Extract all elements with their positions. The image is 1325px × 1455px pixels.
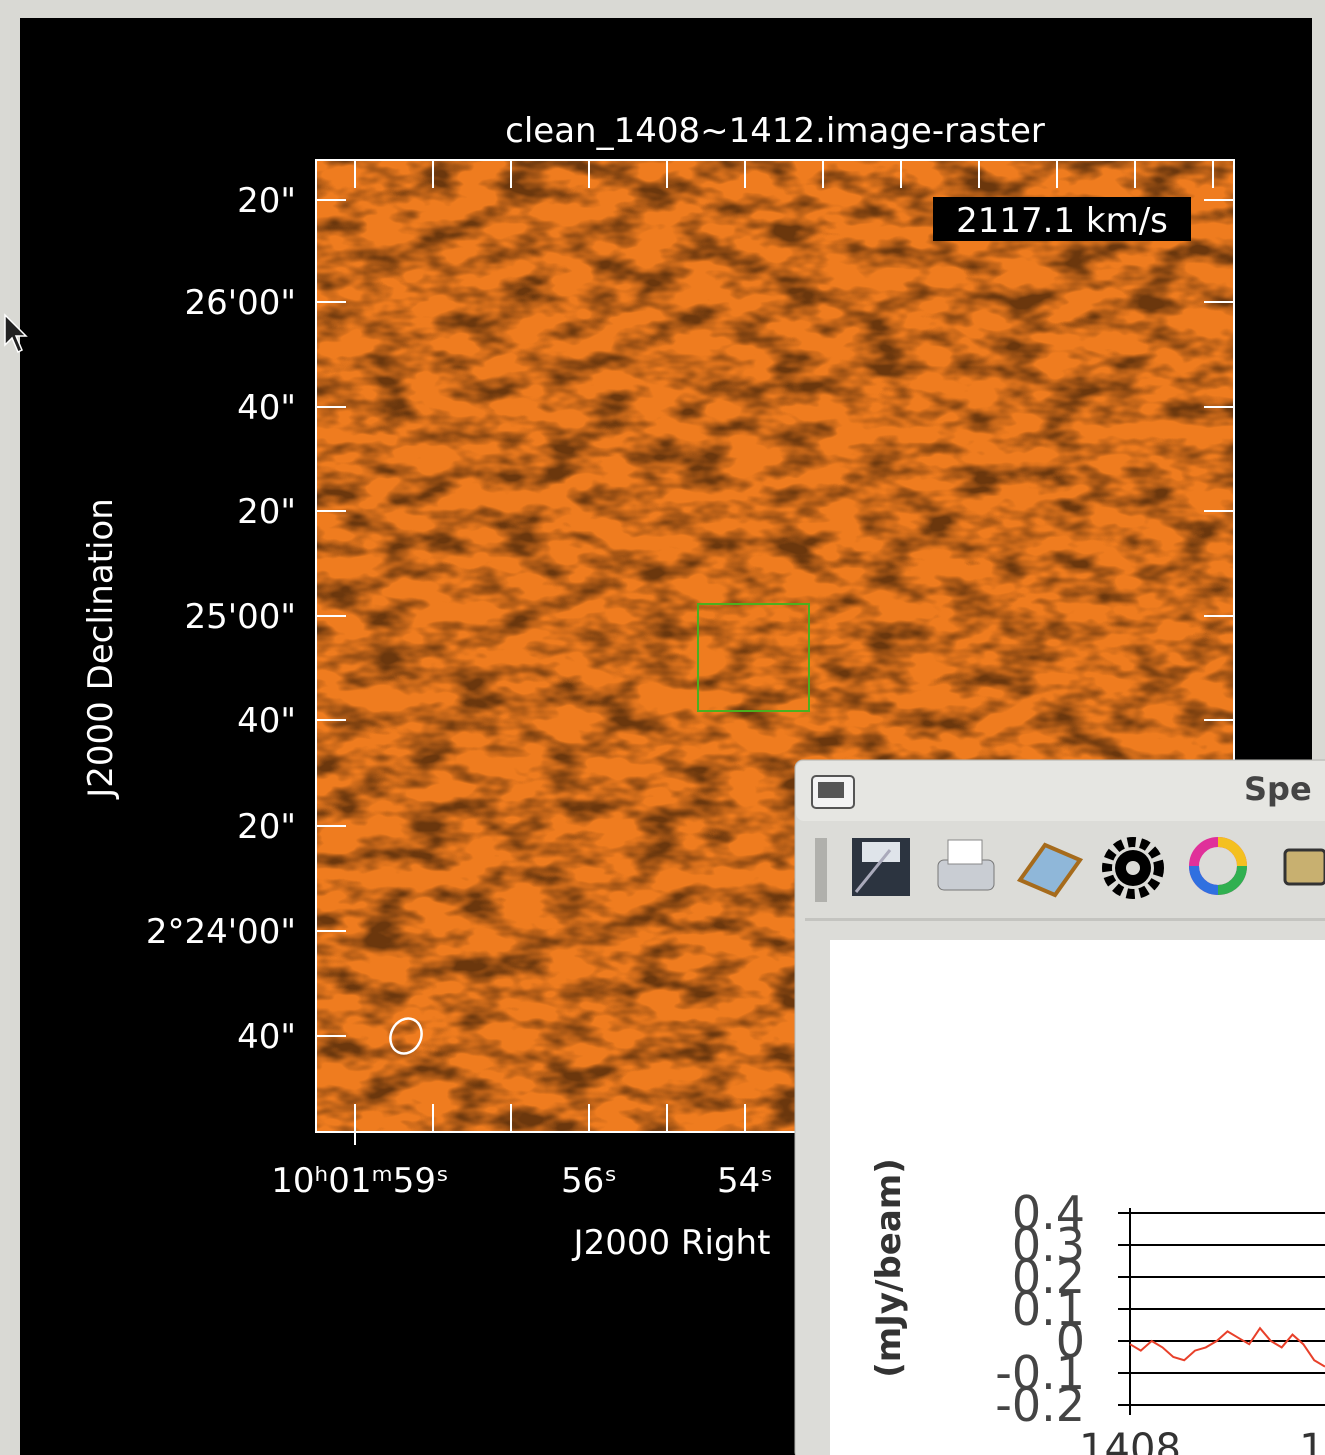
y-tick-label: 25'00" — [184, 597, 296, 637]
window-icon-inner — [818, 782, 844, 798]
y-tick-label: 40" — [237, 388, 296, 428]
save-button[interactable] — [852, 838, 910, 896]
y-tick-label: 20" — [237, 807, 296, 847]
y-tick-label: -0.2 — [995, 1378, 1085, 1432]
y-tick-label: 20" — [237, 181, 296, 221]
x-tick-label: 10ʰ01ᵐ59ˢ — [271, 1161, 448, 1201]
velocity-label: 2117.1 km/s — [956, 201, 1168, 241]
x-tick-label: 1 — [1299, 1426, 1324, 1455]
zoom-button[interactable] — [1285, 850, 1325, 884]
image-title: clean_1408~1412.image-raster — [505, 111, 1045, 151]
y-tick-label: 2°24'00" — [146, 912, 296, 952]
separator — [805, 918, 1325, 921]
x-tick-label: 1408 — [1079, 1426, 1181, 1455]
spectrum-y-axis-label: (mJy/beam) — [869, 1158, 909, 1378]
gear-hole — [1126, 861, 1140, 875]
y-tick-label: 20" — [237, 492, 296, 532]
window-title: Spe — [1244, 770, 1312, 808]
y-tick-label: 40" — [237, 1017, 296, 1057]
y-tick-label: 26'00" — [184, 283, 296, 323]
viewer: clean_1408~1412.image-raster 2117.1 km/s… — [0, 0, 1325, 1455]
spectral-window: Spe (mJy/beam) 0.40 — [795, 760, 1325, 1455]
page: clean_1408~1412.image-raster 2117.1 km/s… — [0, 0, 1325, 1455]
toolbar-handle — [815, 838, 827, 902]
y-tick-label: 40" — [237, 701, 296, 741]
x-axis-label: J2000 Right — [572, 1223, 771, 1263]
y-axis-label: J2000 Declination — [81, 498, 121, 800]
zoom-icon — [1285, 850, 1325, 884]
x-tick-label: 54ˢ — [717, 1161, 773, 1201]
print-icon-paper — [948, 840, 982, 864]
x-tick-label: 56ˢ — [561, 1161, 617, 1201]
